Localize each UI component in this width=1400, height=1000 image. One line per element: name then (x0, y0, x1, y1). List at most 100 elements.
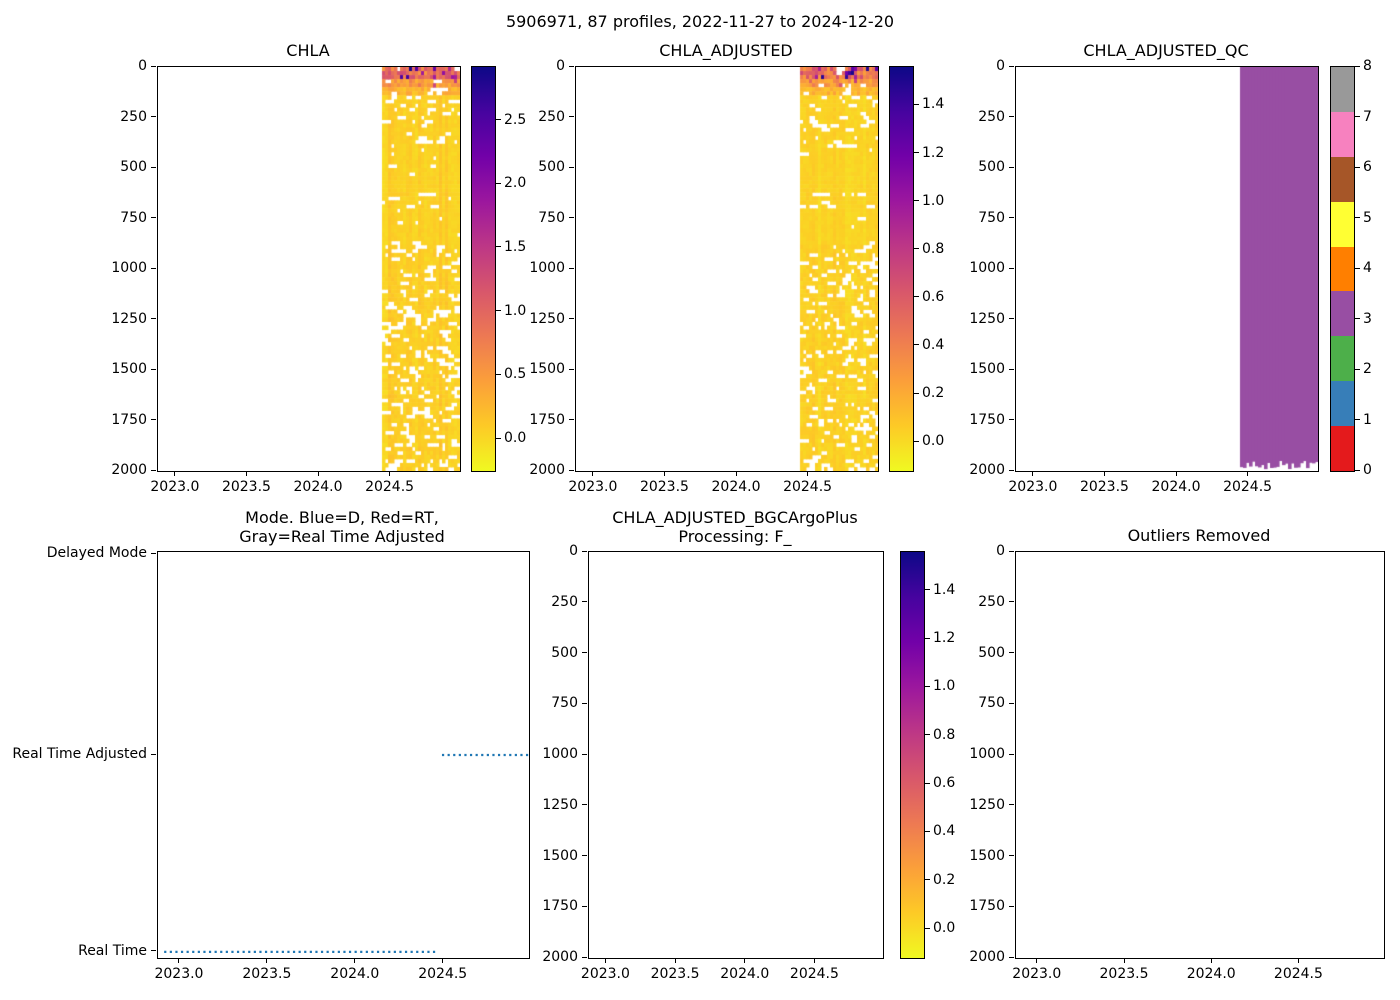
y-tick-mark (569, 65, 574, 67)
outliers-axes (1015, 551, 1385, 959)
y-tick-label: 1500 (542, 847, 578, 864)
chla-heatmap (158, 67, 460, 471)
y-tick-label: 1750 (969, 898, 1005, 915)
chla-title: CHLA (286, 41, 330, 60)
y-tick-label: 1250 (969, 310, 1005, 327)
colorbar-tick-mark (496, 119, 501, 121)
x-tick-mark (1103, 472, 1105, 476)
x-tick-label: 2024.0 (711, 479, 761, 495)
colorbar-tick-label: 0.6 (922, 288, 945, 305)
mode-title-line1: Mode. Blue=D, Red=RT, (245, 508, 439, 527)
colorbar-tick-label: 0.4 (922, 336, 945, 353)
x-tick-label: 2023.5 (639, 479, 689, 495)
x-tick-label: 2023.0 (1008, 479, 1058, 495)
y-tick-label: 1000 (969, 746, 1005, 762)
x-tick-mark (1247, 472, 1249, 476)
colorbar-tick-label: 0.8 (933, 726, 956, 743)
colorbar-tick-label: 0.0 (922, 433, 945, 450)
chla-adjusted-qc-axes (1015, 66, 1319, 472)
colorbar-tick-label: 0.4 (933, 823, 956, 840)
y-tick-label: 0 (569, 543, 578, 559)
y-tick-mark (1009, 652, 1014, 653)
x-tick-mark (1297, 959, 1299, 963)
colorbar-tick-mark (1355, 166, 1360, 168)
qc-colorbar-segment-5 (1331, 201, 1354, 247)
x-tick-label: 2023.0 (1012, 966, 1062, 982)
y-tick-mark (582, 702, 587, 704)
colorbar-tick-label: 2.0 (504, 175, 527, 192)
y-tick-label: 1250 (529, 310, 565, 327)
colorbar-tick-mark (914, 103, 919, 105)
y-tick-label: 2000 (529, 462, 565, 478)
bgc-colorbar (900, 551, 925, 959)
x-tick-mark (178, 959, 180, 963)
y-tick-label: 250 (978, 108, 1005, 125)
y-tick-mark (151, 166, 156, 168)
y-tick-label: 750 (978, 209, 1005, 226)
x-tick-mark (1123, 959, 1125, 963)
y-tick-mark (582, 905, 587, 907)
colorbar-tick-label: 0.2 (922, 385, 945, 402)
colorbar-tick-label: 0 (1363, 462, 1372, 478)
y-tick-mark (569, 318, 574, 319)
colorbar-tick-label: 0.8 (922, 240, 945, 257)
x-tick-label: 2024.5 (418, 966, 468, 982)
chla-adjusted-qc-colorbar (1330, 66, 1355, 472)
y-tick-mark (569, 419, 574, 420)
colorbar-tick-mark (914, 152, 919, 154)
colorbar-tick-mark (1355, 267, 1360, 269)
colorbar-tick-label: 1.4 (933, 581, 956, 598)
x-tick-mark (1175, 472, 1177, 476)
colorbar-tick-label: 4 (1363, 260, 1372, 276)
x-tick-mark (1210, 959, 1212, 963)
y-tick-label: 750 (120, 209, 147, 226)
y-tick-mark (569, 116, 574, 117)
y-tick-mark (1009, 166, 1014, 168)
x-tick-label: 2023.0 (568, 479, 618, 495)
y-tick-label: 1750 (529, 411, 565, 428)
y-tick-label: 1500 (969, 361, 1005, 377)
x-tick-mark (1032, 472, 1034, 476)
y-tick-label: 1750 (969, 411, 1005, 428)
x-tick-mark (317, 472, 319, 476)
y-tick-label: 500 (978, 644, 1005, 661)
y-tick-label: 1500 (111, 361, 147, 377)
y-tick-label: 750 (978, 695, 1005, 712)
y-tick-label: 750 (551, 695, 578, 712)
y-tick-mark (1009, 550, 1014, 552)
x-tick-mark (735, 472, 737, 476)
y-tick-label: 1500 (969, 847, 1005, 864)
y-tick-mark (569, 217, 574, 218)
x-tick-mark (813, 959, 815, 963)
y-tick-mark (151, 950, 156, 952)
colorbar-tick-label: 0.0 (504, 430, 527, 447)
chla-adjusted-heatmap (576, 67, 878, 471)
colorbar-tick-label: 2.5 (504, 111, 527, 128)
qc-colorbar-segment-0 (1331, 426, 1354, 471)
chla-axes (157, 66, 461, 472)
mode-category-label: Delayed Mode (46, 545, 147, 562)
x-tick-mark (266, 959, 268, 963)
y-tick-mark (151, 65, 156, 67)
x-tick-label: 2024.5 (1273, 966, 1323, 982)
chla-colorbar (471, 66, 496, 472)
y-tick-label: 500 (538, 159, 565, 175)
colorbar-tick-mark (1355, 419, 1360, 420)
colorbar-tick-mark (925, 927, 930, 929)
y-tick-label: 500 (978, 159, 1005, 175)
x-tick-label: 2024.5 (365, 479, 415, 495)
y-tick-mark (1009, 267, 1014, 269)
y-tick-mark (151, 552, 156, 554)
colorbar-tick-label: 1.0 (504, 302, 527, 319)
y-tick-mark (151, 419, 156, 420)
x-tick-mark (592, 472, 594, 476)
x-tick-mark (663, 472, 665, 476)
colorbar-tick-mark (496, 182, 501, 184)
y-tick-label: 250 (978, 593, 1005, 610)
x-tick-label: 2024.0 (293, 479, 343, 495)
qc-colorbar-segment-4 (1331, 246, 1354, 292)
mode-title: Mode. Blue=D, Red=RT, Gray=Real Time Adju… (239, 508, 445, 546)
y-tick-label: 1750 (542, 898, 578, 915)
y-tick-mark (151, 116, 156, 117)
colorbar-tick-mark (1355, 116, 1360, 117)
